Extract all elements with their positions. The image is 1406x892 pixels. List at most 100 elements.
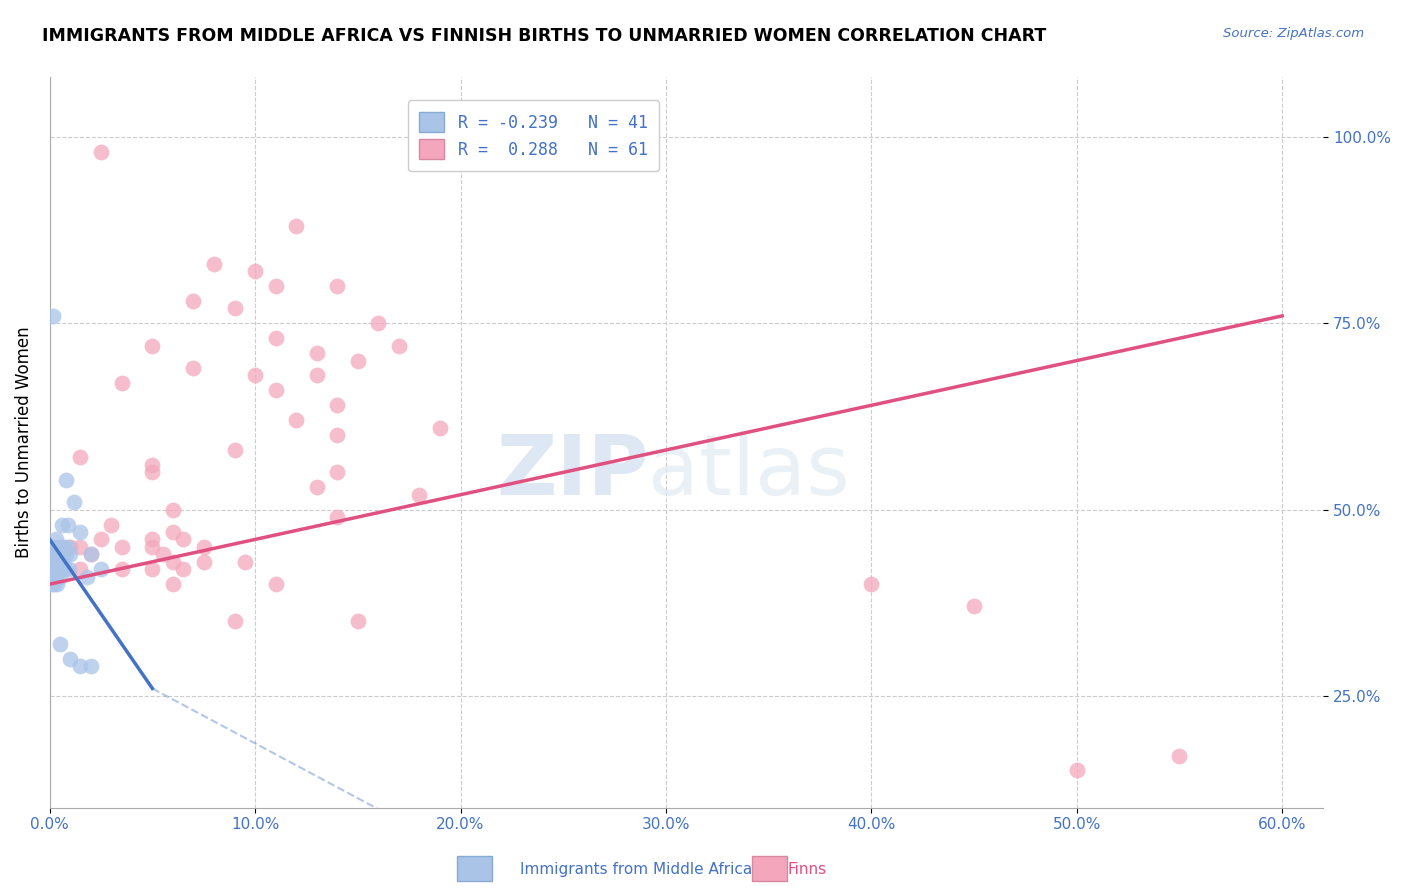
Point <box>162 555 184 569</box>
Point <box>42 577 65 591</box>
Point <box>305 368 328 383</box>
Point <box>243 368 266 383</box>
Point <box>326 510 349 524</box>
Text: atlas: atlas <box>648 431 851 512</box>
Point <box>346 615 368 629</box>
Point <box>233 555 256 569</box>
Point <box>100 517 122 532</box>
Point <box>80 659 103 673</box>
Y-axis label: Births to Unmarried Women: Births to Unmarried Women <box>15 326 32 558</box>
Point <box>58 562 80 576</box>
Point <box>55 473 77 487</box>
Point <box>90 533 112 547</box>
Point <box>51 517 73 532</box>
Point <box>963 599 986 614</box>
Point <box>55 547 77 561</box>
Point <box>51 547 73 561</box>
Text: Finns: Finns <box>787 863 827 877</box>
Point <box>63 495 86 509</box>
Point <box>69 524 91 539</box>
Point <box>172 533 194 547</box>
Point <box>388 339 411 353</box>
Point <box>860 577 883 591</box>
Point <box>42 547 65 561</box>
Point <box>326 466 349 480</box>
Text: Immigrants from Middle Africa: Immigrants from Middle Africa <box>520 863 752 877</box>
Point <box>53 540 76 554</box>
Point <box>305 346 328 360</box>
Point <box>42 562 65 576</box>
Point <box>45 533 67 547</box>
Point <box>49 540 72 554</box>
Point <box>69 659 91 673</box>
Point <box>141 339 163 353</box>
Point <box>110 376 132 390</box>
Point <box>152 547 174 561</box>
Point <box>285 413 308 427</box>
Point <box>367 316 389 330</box>
Point <box>69 450 91 465</box>
Point <box>224 301 246 316</box>
Point <box>326 279 349 293</box>
Point <box>51 547 73 561</box>
Point <box>110 562 132 576</box>
Point <box>141 458 163 472</box>
Point <box>141 562 163 576</box>
Point <box>69 562 91 576</box>
Point <box>76 570 98 584</box>
Point <box>183 293 205 308</box>
Point <box>193 555 215 569</box>
Text: ZIP: ZIP <box>496 431 648 512</box>
Point <box>429 420 451 434</box>
Point <box>49 562 72 576</box>
Point <box>305 480 328 494</box>
Legend: R = -0.239   N = 41, R =  0.288   N = 61: R = -0.239 N = 41, R = 0.288 N = 61 <box>408 101 659 171</box>
Point <box>285 219 308 234</box>
Point <box>141 466 163 480</box>
Point <box>243 264 266 278</box>
Point <box>193 540 215 554</box>
Point <box>56 517 79 532</box>
Point <box>162 502 184 516</box>
Point <box>90 562 112 576</box>
Point <box>45 540 67 554</box>
Point <box>162 577 184 591</box>
Point <box>1168 748 1191 763</box>
Point <box>110 540 132 554</box>
Point <box>346 353 368 368</box>
Point <box>141 540 163 554</box>
Point <box>162 524 184 539</box>
Text: IMMIGRANTS FROM MIDDLE AFRICA VS FINNISH BIRTHS TO UNMARRIED WOMEN CORRELATION C: IMMIGRANTS FROM MIDDLE AFRICA VS FINNISH… <box>42 27 1046 45</box>
Point <box>141 533 163 547</box>
Point <box>224 615 246 629</box>
Point <box>41 570 63 584</box>
Point <box>56 540 79 554</box>
Point <box>45 577 67 591</box>
Point <box>45 570 67 584</box>
Text: Source: ZipAtlas.com: Source: ZipAtlas.com <box>1223 27 1364 40</box>
Point <box>59 540 82 554</box>
Point <box>41 562 63 576</box>
Point <box>183 361 205 376</box>
Point <box>264 384 287 398</box>
Point <box>53 562 76 576</box>
Point <box>46 547 69 561</box>
Point <box>326 398 349 412</box>
Point <box>224 442 246 457</box>
Point <box>42 540 65 554</box>
Point <box>44 547 66 561</box>
Point <box>90 145 112 159</box>
Point <box>48 555 70 569</box>
Point <box>59 547 82 561</box>
Point <box>172 562 194 576</box>
Point <box>80 547 103 561</box>
Point <box>264 577 287 591</box>
Point <box>80 547 103 561</box>
Point <box>42 309 65 323</box>
Point <box>264 279 287 293</box>
Point <box>49 570 72 584</box>
Point <box>69 540 91 554</box>
Point <box>264 331 287 345</box>
Point <box>41 555 63 569</box>
Point <box>326 428 349 442</box>
